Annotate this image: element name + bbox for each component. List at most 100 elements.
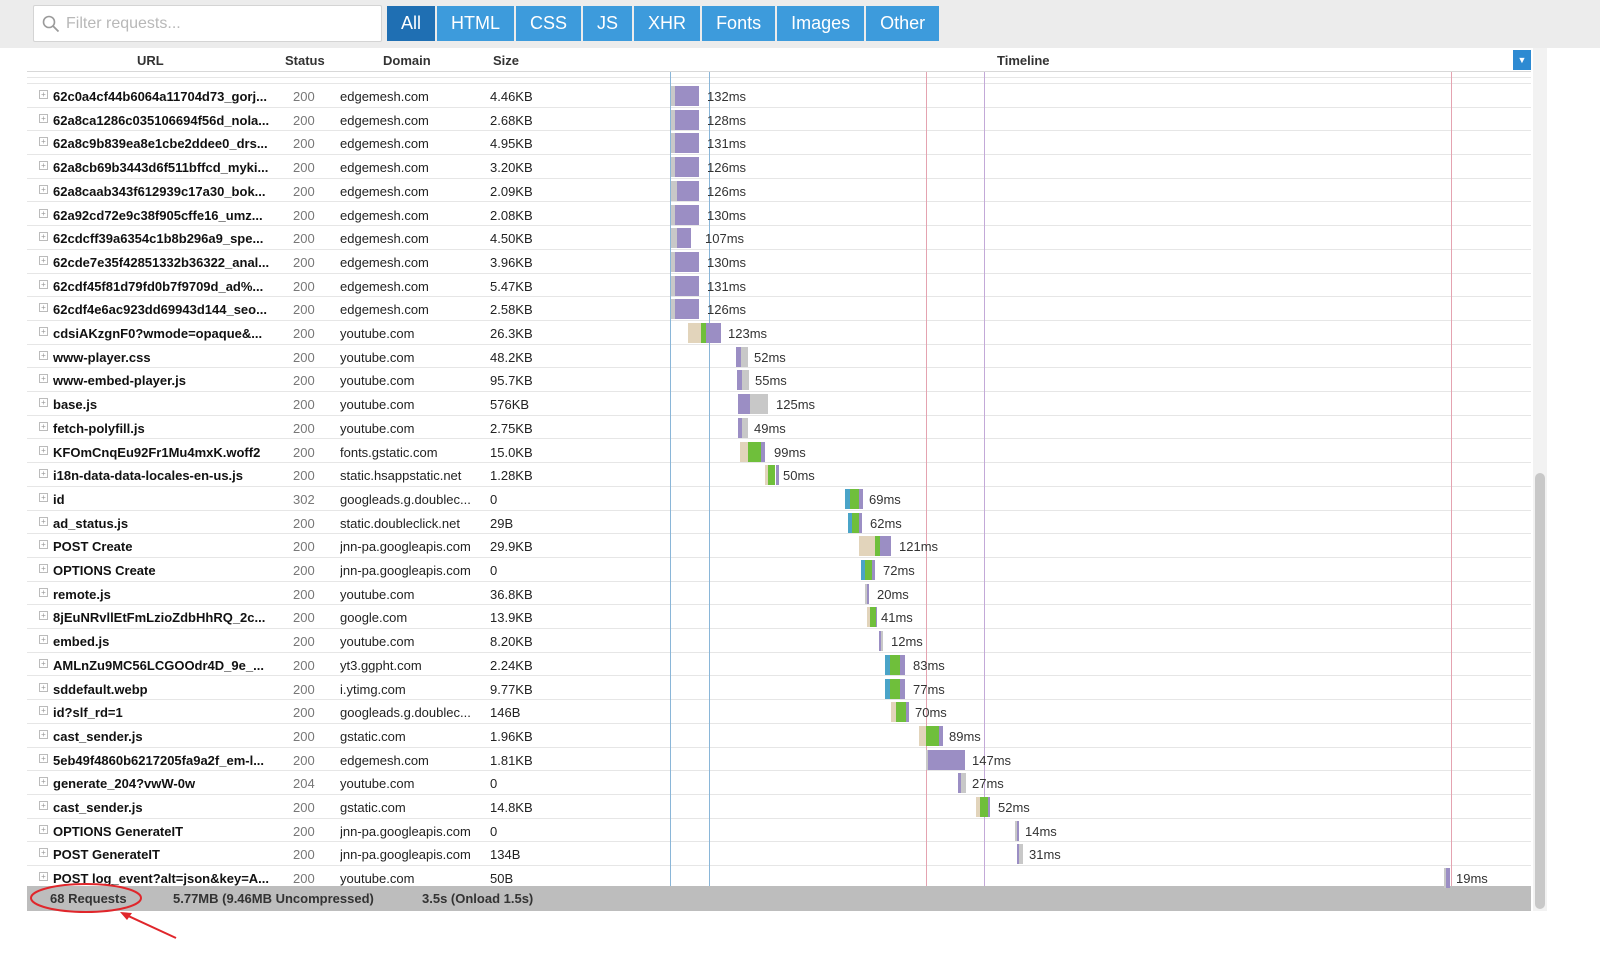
tab-xhr[interactable]: XHR [634,6,701,41]
table-row[interactable]: +62a8ca1286c035106694f56d_nola... 200 edge… [27,108,1531,132]
tab-js[interactable]: JS [583,6,633,41]
expand-icon[interactable]: + [39,469,48,479]
request-domain: yt3.ggpht.com [340,657,422,673]
expand-icon[interactable]: + [39,753,48,763]
expand-icon[interactable]: + [39,777,48,787]
request-status: 200 [293,586,315,602]
table-row[interactable]: +62cdf4e6ac923dd69943d144_seo... 200 edgem… [27,297,1531,321]
expand-icon[interactable]: + [39,801,48,810]
table-row[interactable]: + www-player.css 200 youtube.com 48.2KB [27,345,1531,369]
expand-icon[interactable]: + [39,540,48,550]
tab-all[interactable]: All [387,6,436,41]
expand-icon[interactable]: + [39,113,48,123]
scrollbar-thumb[interactable] [1535,473,1545,909]
expand-icon[interactable]: + [39,872,48,882]
timeline-menu-button[interactable]: ▼ [1513,50,1531,70]
table-row[interactable]: + i18n-data-data-locales-en-us.js 200 stati… [27,463,1531,487]
table-row[interactable]: + sddefault.webp 200 i.ytimg.com 9.77KB [27,677,1531,701]
expand-icon[interactable]: + [39,232,48,242]
table-row[interactable]: +62a8cb69b3443d6f511bffcd_myki... 200 edge… [27,155,1531,179]
expand-icon[interactable]: + [39,658,48,668]
expand-icon[interactable]: + [39,635,48,645]
column-header-domain[interactable]: Domain [383,53,431,68]
expand-icon[interactable]: + [39,492,48,502]
table-row[interactable]: +62cde7e35f42851332b36322_anal... 200 edge… [27,250,1531,274]
request-status: 200 [293,539,315,555]
column-header-url[interactable]: URL [137,53,164,68]
table-row[interactable]: + id 302 googleads.g.doublec... 0 [27,487,1531,511]
table-row[interactable]: + cdsiAKzgnF0?wmode=opaque&... 200 youtube.… [27,321,1531,345]
tab-fonts[interactable]: Fonts [702,6,776,41]
request-domain: edgemesh.com [340,231,429,247]
table-row[interactable]: +5eb49f4860b6217205fa9a2f_em-l... 200 edge… [27,748,1531,772]
expand-icon[interactable]: + [39,564,48,573]
expand-icon[interactable]: + [39,327,48,336]
table-row[interactable]: + POST log_event?alt=json&key=A... 200 yout… [27,866,1531,886]
table-row[interactable]: +62cdf45f81d79fd0b7f9709d_ad%... 200 edgem… [27,274,1531,298]
expand-icon[interactable]: + [39,255,48,265]
tab-other[interactable]: Other [866,6,940,41]
tab-images[interactable]: Images [777,6,865,41]
request-size: 13.9KB [490,610,533,626]
column-header-timeline[interactable]: Timeline [997,53,1050,68]
expand-icon[interactable]: + [39,398,48,408]
expand-icon[interactable]: + [39,824,48,834]
expand-icon[interactable]: + [39,350,48,360]
expand-icon[interactable]: + [39,706,48,716]
table-row[interactable]: + www-embed-player.js 200 youtube.com 95.7KB [27,368,1531,393]
table-row[interactable]: +8jEuNRvllEtFmLzioZdbHhRQ_2c... 200 google… [27,605,1531,630]
type-filter-tabs: All HTML CSS JS XHR Fonts Images Other [387,6,940,41]
table-row[interactable]: + cast_sender.js 200 gstatic.com 14.8KB [27,795,1531,819]
expand-icon[interactable]: + [39,587,48,597]
cut-row-b [27,78,1531,84]
request-url: i18n-data-data-locales-en-us.js [53,468,243,484]
expand-icon[interactable]: + [39,208,48,218]
table-row[interactable]: +62a8caab343f612939c17a30_bok... 200 edgem… [27,179,1531,203]
table-row[interactable]: + cast_sender.js 200 gstatic.com 1.96KB [27,724,1531,748]
expand-icon[interactable]: + [39,279,48,289]
table-row[interactable]: + OPTIONS Create 200 jnn-pa.googleapis.com 0 [27,558,1531,582]
table-row[interactable]: + generate_204?vwW-0w 204 youtube.com 0 [27,771,1531,795]
expand-icon[interactable]: + [39,682,48,692]
annotation-arrowhead [120,912,132,920]
expand-icon[interactable]: + [39,374,48,384]
table-row[interactable]: + POST Create 200 jnn-pa.googleapis.com 29.9… [27,534,1531,558]
expand-icon[interactable]: + [39,421,48,431]
table-row[interactable]: + KFOmCnqEu92Fr1Mu4mxK.woff2 200 fonts.gsta… [27,440,1531,464]
tab-html[interactable]: HTML [437,6,515,41]
vertical-scrollbar[interactable] [1533,48,1547,911]
expand-icon[interactable]: + [39,303,48,313]
table-row[interactable]: +62a8c9b839ea8e1cbe2ddee0_drs... 200 edgem… [27,131,1531,156]
request-status: 200 [293,705,315,721]
expand-icon[interactable]: + [39,445,48,455]
request-size: 1.28KB [490,468,533,484]
table-row[interactable]: + OPTIONS GenerateIT 200 jnn-pa.googleapis.… [27,819,1531,843]
expand-icon[interactable]: + [39,848,48,858]
table-row[interactable]: +62c0a4cf44b6064a11704d73_gorj... 200 edge… [27,84,1531,108]
column-header-status[interactable]: Status [285,53,325,68]
expand-icon[interactable]: + [39,90,48,99]
column-header-size[interactable]: Size [493,53,520,68]
expand-icon[interactable]: + [39,184,48,194]
expand-icon[interactable]: + [39,516,48,526]
table-row[interactable]: + POST GenerateIT 200 jnn-pa.googleapis.com… [27,842,1531,867]
table-row[interactable]: + remote.js 200 youtube.com 36.8KB [27,582,1531,606]
table-row[interactable]: + fetch-polyfill.js 200 youtube.com 2.75KB [27,416,1531,440]
expand-icon[interactable]: + [39,729,48,739]
table-row[interactable]: + id?slf_rd=1 200 googleads.g.doublec... 146… [27,700,1531,724]
expand-icon[interactable]: + [39,611,48,621]
request-domain: edgemesh.com [340,302,429,318]
table-row[interactable]: + AMLnZu9MC56LCGOOdr4D_9e_... 200 yt3.ggpht… [27,653,1531,677]
table-row[interactable]: + ad_status.js 200 static.doubleclick.net 29… [27,511,1531,535]
request-status: 200 [293,563,315,578]
table-row[interactable]: +62cdcff39a6354c1b8b296a9_spe... 200 edgem… [27,226,1531,250]
expand-icon[interactable]: + [39,137,48,147]
table-row[interactable]: + base.js 200 youtube.com 576KB [27,392,1531,416]
table-row[interactable]: + embed.js 200 youtube.com 8.20KB [27,629,1531,653]
expand-icon[interactable]: + [39,161,48,171]
tab-css[interactable]: CSS [516,6,582,41]
filter-box[interactable] [33,5,382,42]
table-row[interactable]: +62a92cd72e9c38f905cffe16_umz... 200 edgem… [27,203,1531,227]
filter-input[interactable] [66,14,366,33]
